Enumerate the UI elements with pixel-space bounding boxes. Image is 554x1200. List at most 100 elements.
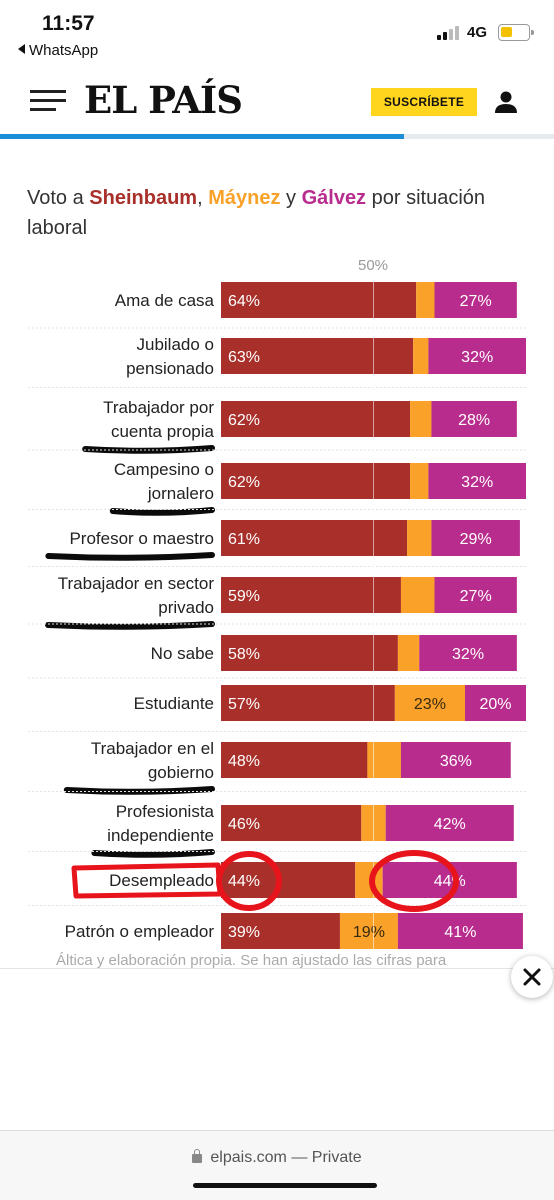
value-label-sheinbaum-campesino-o-jornalero: 62% — [228, 474, 260, 491]
category-label-desempleado: Desempleado — [109, 871, 214, 890]
clock: 11:57 — [42, 12, 95, 35]
bar-maynez-no-sabe — [397, 635, 420, 671]
bar-sheinbaum-jubilado-o-pensionado — [221, 338, 414, 374]
category-label-patron-o-empleador: Patrón o empleador — [65, 922, 215, 941]
back-arrow-icon — [18, 44, 25, 54]
category-label-jubilado-o-pensionado: Jubilado o — [136, 335, 214, 354]
browser-url-bar[interactable]: elpais.com — Private — [0, 1130, 554, 1200]
marker-underline-trabajador-por-cuenta-propia — [82, 445, 215, 454]
fifty-percent-label: 50% — [357, 257, 389, 274]
value-label-sheinbaum-estudiante: 57% — [228, 696, 260, 713]
hamburger-menu-icon[interactable] — [30, 90, 66, 112]
back-to-app-link[interactable]: WhatsApp — [18, 42, 98, 59]
red-circle-left — [216, 851, 282, 911]
value-label-maynez-estudiante: 23% — [414, 696, 446, 713]
value-label-galvez-campesino-o-jornalero: 32% — [461, 474, 493, 491]
marker-underline-profesionista-independiente — [91, 849, 215, 858]
bar-galvez-profesionista-independiente — [385, 805, 514, 841]
user-account-icon[interactable] — [493, 90, 519, 114]
value-label-galvez-profesor-o-maestro: 29% — [460, 531, 492, 548]
category-label-ama-de-casa: Ama de casa — [115, 291, 215, 310]
back-app-label: WhatsApp — [29, 42, 99, 59]
bar-galvez-campesino-o-jornalero — [428, 463, 526, 499]
bar-maynez-ama-de-casa — [416, 282, 435, 318]
bar-galvez-trabajador-en-el-gobierno — [400, 742, 511, 778]
status-bar: 11:57 WhatsApp 4G — [0, 0, 554, 64]
bar-maynez-patron-o-empleador — [339, 913, 398, 949]
stacked-bar-chart: 64% 27% Ama de casa 63% 32% Jubilado o pension… — [28, 276, 526, 952]
category-label-profesionista-independiente: Profesionista — [116, 802, 215, 821]
bar-sheinbaum-ama-de-casa — [221, 282, 417, 318]
subscribe-button[interactable]: SUSCRÍBETE — [371, 88, 477, 116]
value-label-sheinbaum-trabajador-en-sector-privado: 59% — [228, 588, 260, 605]
bar-galvez-profesor-o-maestro — [431, 520, 520, 556]
bar-maynez-jubilado-o-pensionado — [413, 338, 429, 374]
value-label-galvez-estudiante: 20% — [479, 696, 511, 713]
bar-galvez-trabajador-por-cuenta-propia — [431, 401, 517, 437]
bar-maynez-campesino-o-jornalero — [410, 463, 429, 499]
chart-title: Voto a Sheinbaum, Máynez y Gálvez por si… — [27, 187, 486, 239]
category-label-trabajador-en-sector-privado: privado — [158, 598, 214, 617]
value-label-sheinbaum-no-sabe: 58% — [228, 646, 260, 663]
lock-icon — [192, 1149, 203, 1163]
marker-underline-campesino-o-jornalero — [109, 507, 215, 516]
home-indicator — [193, 1183, 377, 1188]
category-label-trabajador-en-el-gobierno: Trabajador en el — [91, 739, 214, 758]
category-label-trabajador-por-cuenta-propia: Trabajador por — [103, 398, 214, 417]
category-label-trabajador-en-el-gobierno: gobierno — [148, 763, 214, 782]
battery-icon — [498, 24, 534, 41]
category-label-campesino-o-jornalero: Campesino o — [114, 460, 214, 479]
value-label-galvez-patron-o-empleador: 41% — [444, 924, 476, 941]
category-label-estudiante: Estudiante — [134, 694, 214, 713]
network-label: 4G — [467, 24, 488, 41]
site-header: EL PAÍS SUSCRÍBETE — [0, 64, 554, 136]
value-label-sheinbaum-profesor-o-maestro: 61% — [228, 531, 260, 548]
category-label-trabajador-por-cuenta-propia: cuenta propia — [111, 422, 215, 441]
value-label-sheinbaum-profesionista-independiente: 46% — [228, 816, 260, 833]
value-label-galvez-desempleado: 44% — [434, 873, 466, 890]
value-label-sheinbaum-trabajador-en-el-gobierno: 48% — [228, 753, 260, 770]
value-label-galvez-ama-de-casa: 27% — [460, 293, 492, 310]
value-label-galvez-no-sabe: 32% — [452, 646, 484, 663]
reading-progress-bar — [0, 134, 554, 139]
close-overlay-button[interactable] — [511, 956, 553, 998]
bar-galvez-trabajador-en-sector-privado — [434, 577, 517, 613]
bar-sheinbaum-patron-o-empleador — [221, 913, 340, 949]
bar-sheinbaum-estudiante — [221, 685, 395, 721]
bar-sheinbaum-no-sabe — [221, 635, 398, 671]
site-logo[interactable]: EL PAÍS — [84, 78, 243, 122]
bar-maynez-trabajador-por-cuenta-propia — [410, 401, 432, 437]
signal-icon — [437, 26, 463, 40]
private-mode-label: — Private — [291, 1149, 362, 1166]
bar-galvez-jubilado-o-pensionado — [428, 338, 526, 374]
bar-maynez-estudiante — [394, 685, 465, 721]
category-label-profesor-o-maestro: Profesor o maestro — [69, 529, 214, 548]
bar-sheinbaum-trabajador-en-el-gobierno — [221, 742, 368, 778]
bar-sheinbaum-campesino-o-jornalero — [221, 463, 411, 499]
value-label-galvez-trabajador-en-sector-privado: 27% — [460, 588, 492, 605]
value-label-maynez-patron-o-empleador: 19% — [353, 924, 385, 941]
url-display[interactable]: elpais.com — Private — [0, 1149, 554, 1167]
value-label-sheinbaum-trabajador-por-cuenta-propia: 62% — [228, 412, 260, 429]
bar-galvez-no-sabe — [419, 635, 517, 671]
value-label-sheinbaum-jubilado-o-pensionado: 63% — [228, 349, 260, 366]
bar-maynez-trabajador-en-el-gobierno — [367, 742, 401, 778]
bar-sheinbaum-trabajador-en-sector-privado — [221, 577, 401, 613]
bar-maynez-profesor-o-maestro — [407, 520, 432, 556]
marker-underline-trabajador-en-el-gobierno — [63, 786, 215, 795]
value-label-galvez-trabajador-en-el-gobierno: 36% — [440, 753, 472, 770]
bar-sheinbaum-trabajador-por-cuenta-propia — [221, 401, 411, 437]
value-label-galvez-profesionista-independiente: 42% — [434, 816, 466, 833]
url-domain: elpais.com — [210, 1149, 287, 1166]
bar-maynez-trabajador-en-sector-privado — [400, 577, 435, 613]
bar-sheinbaum-profesionista-independiente — [221, 805, 362, 841]
category-label-trabajador-en-sector-privado: Trabajador en sector — [58, 574, 215, 593]
category-label-jubilado-o-pensionado: pensionado — [126, 359, 214, 378]
marker-underline-profesor-o-maestro — [45, 552, 215, 561]
category-label-profesionista-independiente: independiente — [107, 826, 214, 845]
value-label-sheinbaum-desempleado: 44% — [228, 873, 260, 890]
bar-galvez-patron-o-empleador — [397, 913, 523, 949]
source-note: Áltica y elaboración propia. Se han ajus… — [56, 952, 447, 969]
category-label-campesino-o-jornalero: jornalero — [147, 484, 214, 503]
category-label-no-sabe: No sabe — [151, 644, 214, 663]
